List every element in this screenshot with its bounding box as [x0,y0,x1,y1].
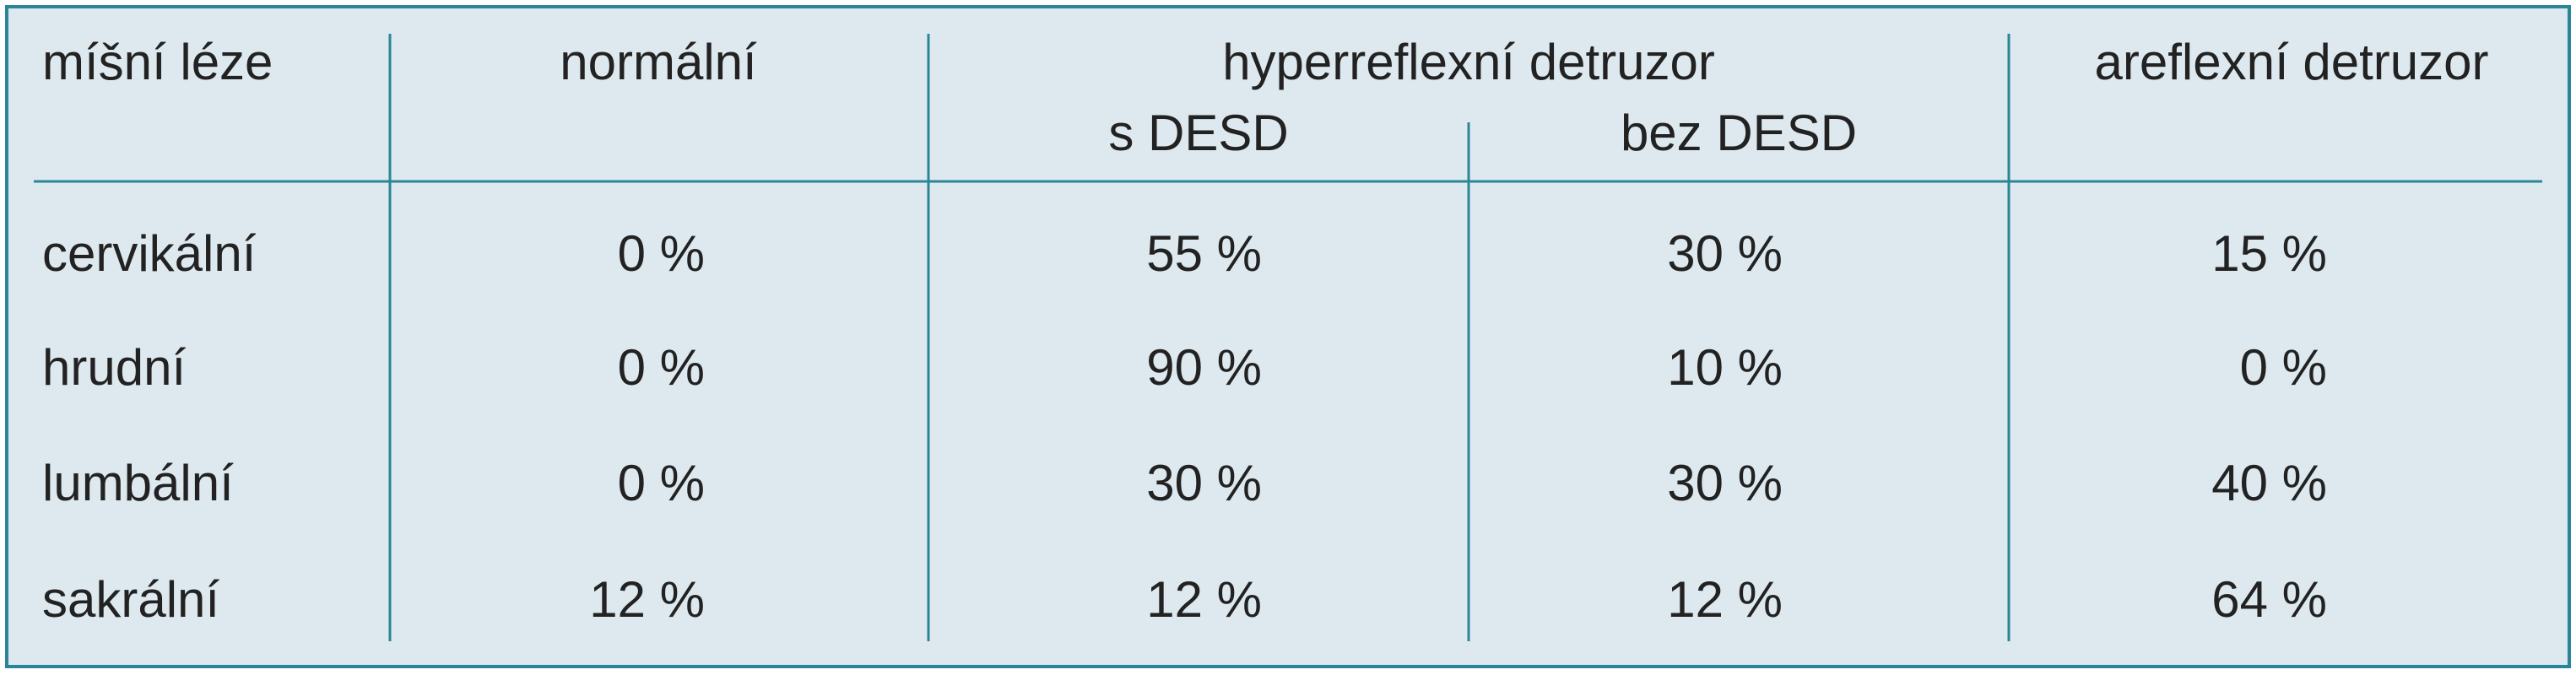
table-cell: 0 % [618,225,705,282]
subheader-cell: s DESD [1108,105,1288,161]
table-cell: 90 % [1146,339,1262,396]
table-cell: 55 % [1146,225,1262,282]
table-cell: 0 % [2240,339,2327,396]
table-cell: 0 % [618,455,705,511]
row-label: hrudní [42,339,186,396]
row-label: lumbální [42,455,234,511]
table-cell: 15 % [2211,225,2327,282]
row-label: cervikální [42,225,257,282]
table-cell: 30 % [1667,225,1783,282]
header-cell: míšní léze [42,34,273,90]
row-label: sakrální [42,571,219,628]
header-cell: areflexní detruzor [2095,34,2489,90]
subheader-cell: bez DESD [1621,105,1857,161]
header-cell: hyperreflexní detruzor [1222,34,1715,90]
table-cell: 12 % [589,571,705,628]
header-cell: normální [560,34,757,90]
table-cell: 40 % [2211,455,2327,511]
table-cell: 10 % [1667,339,1783,396]
table-cell: 30 % [1667,455,1783,511]
table-frame [5,5,2571,668]
table-cell: 0 % [618,339,705,396]
table-cell: 12 % [1667,571,1783,628]
table-cell: 30 % [1146,455,1262,511]
table-cell: 64 % [2211,571,2327,628]
table-cell: 12 % [1146,571,1262,628]
